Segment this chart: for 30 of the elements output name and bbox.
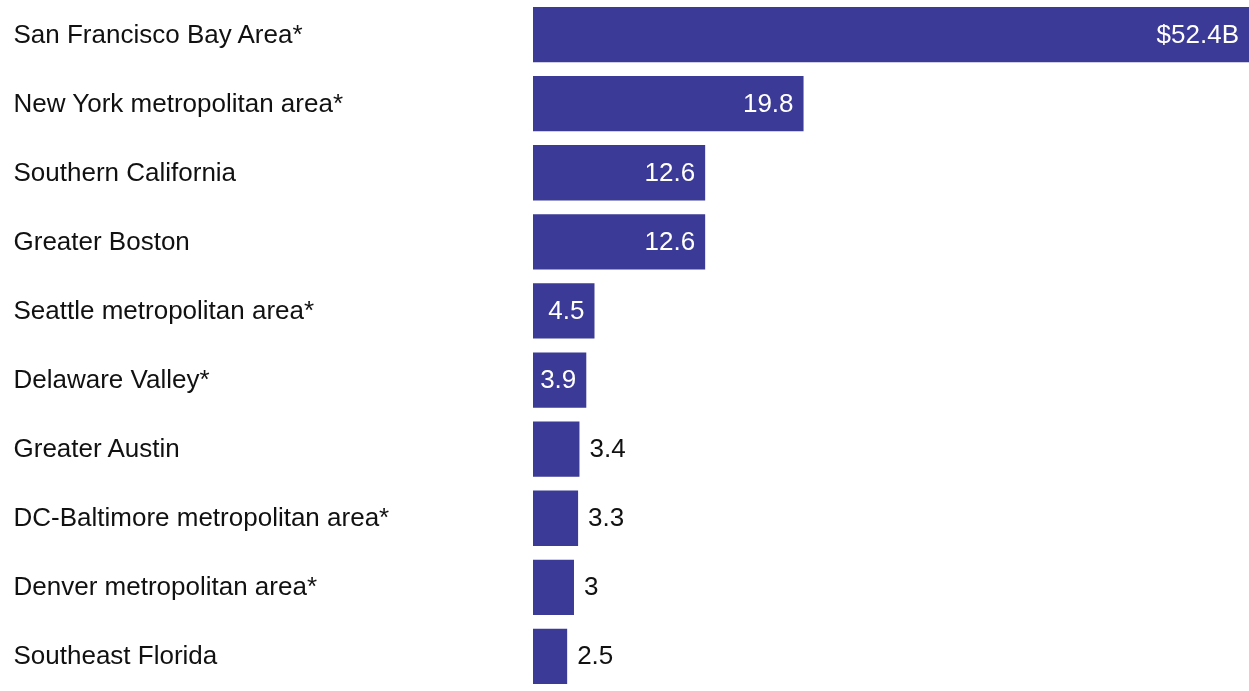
data-label: $52.4B	[1156, 18, 1239, 49]
data-label: 12.6	[644, 225, 696, 256]
bar	[533, 283, 595, 339]
bar	[533, 352, 587, 408]
bar	[533, 628, 568, 685]
data-label: 12.6	[644, 156, 696, 187]
data-label: 2.5	[577, 640, 614, 671]
y-tick-label: Greater Boston	[13, 225, 190, 256]
bar	[533, 559, 574, 615]
bar	[533, 145, 706, 201]
y-tick-label: DC-Baltimore metropolitan area*	[13, 502, 390, 533]
y-tick-label: New York metropolitan area*	[13, 87, 344, 118]
y-tick-label: Seattle metropolitan area*	[13, 294, 315, 325]
y-tick-label: Denver metropolitan area*	[13, 571, 317, 602]
y-tick-label: Southern California	[13, 156, 237, 187]
y-tick-label: Delaware Valley*	[13, 364, 210, 395]
y-tick-label: Southeast Florida	[13, 640, 218, 671]
bar	[533, 490, 579, 546]
bar	[533, 421, 580, 477]
data-label: 3	[583, 571, 599, 602]
bar	[533, 76, 804, 132]
bar	[533, 6, 1249, 63]
data-label: 4.5	[548, 294, 585, 325]
data-label: 3.4	[589, 433, 626, 464]
data-label: 3.3	[588, 502, 625, 533]
data-label: 19.8	[742, 87, 794, 118]
bar	[533, 214, 706, 270]
y-tick-label: Greater Austin	[13, 433, 180, 464]
y-tick-label: San Francisco Bay Area*	[13, 18, 303, 49]
data-label: 3.9	[540, 364, 577, 395]
